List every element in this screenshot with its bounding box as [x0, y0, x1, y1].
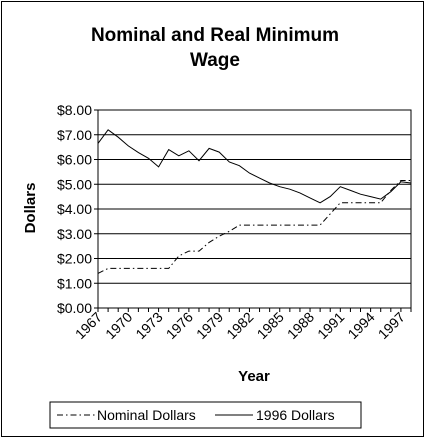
x-axis-label: Year	[238, 368, 270, 385]
series-line-1996-dollars	[97, 129, 412, 204]
y-axis-label: Dollars	[22, 183, 39, 234]
y-tick-label: $8.00	[57, 102, 92, 118]
y-tick-label: $2.00	[57, 251, 92, 267]
legend-label-real: 1996 Dollars	[256, 407, 335, 423]
y-tick-label: $7.00	[57, 127, 92, 143]
x-tick-label: 1973	[132, 309, 165, 342]
y-tick-label: $6.00	[57, 152, 92, 168]
y-tick-label: $5.00	[57, 176, 92, 192]
x-tick-label: 1979	[193, 309, 226, 342]
y-tick-label: $0.00	[57, 300, 92, 316]
x-tick-label: 1988	[284, 309, 317, 342]
x-tick-label: 1970	[102, 309, 135, 342]
chart-title-line-1: Nominal and Real Minimum	[91, 25, 339, 46]
x-tick-label: 1982	[223, 309, 256, 342]
series-line-nominal-dollars	[97, 180, 411, 274]
x-tick-label: 1985	[254, 309, 287, 342]
legend-label-nominal: Nominal Dollars	[97, 407, 196, 423]
chart-title-line-2: Wage	[190, 50, 240, 71]
y-tick-label: $3.00	[57, 226, 92, 242]
x-tick-label: 1994	[344, 309, 377, 342]
y-tick-label: $1.00	[57, 275, 92, 291]
x-tick-label: 1976	[163, 309, 196, 342]
x-tick-label: 1991	[314, 309, 347, 342]
y-tick-label: $4.00	[57, 201, 92, 217]
legend-box	[49, 401, 362, 429]
x-tick-label: 1997	[375, 309, 408, 342]
legend: Nominal Dollars 1996 Dollars	[49, 401, 362, 429]
